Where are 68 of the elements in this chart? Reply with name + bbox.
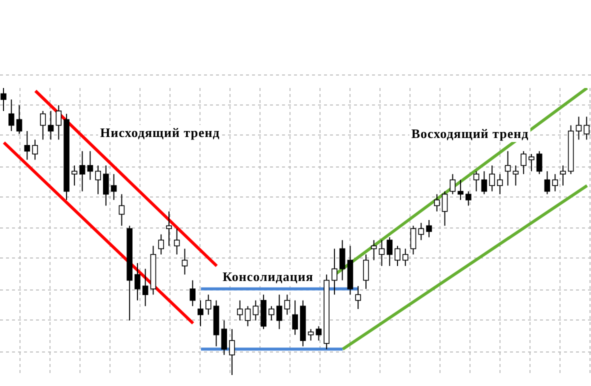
candlestick: [268, 306, 274, 321]
candlestick: [339, 240, 346, 281]
candlestick: [418, 222, 424, 241]
candlestick: [198, 300, 204, 327]
candlestick: [252, 300, 259, 321]
candlestick: [142, 268, 148, 307]
candlestick: [520, 150, 526, 175]
candlestick: [0, 88, 6, 112]
candlestick: [442, 190, 448, 226]
candlestick: [332, 248, 338, 296]
candlestick: [410, 225, 416, 255]
candlestick: [363, 254, 369, 290]
candlestick: [473, 170, 480, 192]
candlestick: [24, 130, 30, 160]
candlestick: [504, 150, 511, 186]
candlestick: [386, 236, 393, 266]
candlestick: [72, 164, 78, 186]
candlestick: [308, 328, 314, 342]
candlestick: [110, 174, 117, 200]
candlestick: [40, 110, 46, 140]
candlestick: [244, 306, 251, 327]
candlestick: [292, 300, 298, 336]
candlestick: [378, 240, 385, 266]
candlestick: [402, 248, 408, 266]
candlestick: [237, 300, 243, 321]
candlestick: [87, 150, 94, 180]
candlestick: [489, 164, 495, 192]
candlestick: [434, 194, 440, 212]
candlestick: [481, 170, 488, 195]
candlestick: [276, 294, 282, 330]
candlestick: [103, 164, 109, 206]
candlestick: [458, 179, 464, 200]
candlestick: [284, 294, 290, 316]
candlestick: [544, 170, 550, 195]
candlestick: [466, 190, 472, 206]
candlestick: [316, 326, 322, 342]
candlestick: [394, 245, 400, 266]
candlestick: [79, 150, 86, 192]
candlestick: [166, 210, 172, 246]
candlestick: [560, 164, 566, 186]
candlestick: [576, 116, 582, 140]
candlestick: [134, 262, 140, 301]
candlestick: [512, 164, 519, 186]
candlestick: [32, 139, 38, 160]
annotation: Консолидация: [220, 269, 316, 285]
candlestick: [182, 248, 188, 276]
candlestick: [190, 280, 196, 307]
annotation: Нисходящий тренд: [98, 125, 222, 141]
candlestick: [221, 320, 228, 356]
candlestick: [528, 154, 534, 172]
candlestick: [205, 294, 212, 316]
candlestick: [8, 98, 14, 132]
candlestick: [56, 104, 62, 140]
candlestick: [95, 164, 101, 195]
candlestick: [158, 234, 164, 255]
candlestick: [370, 240, 377, 261]
candlestick: [536, 150, 542, 175]
candlestick: [450, 174, 456, 195]
candlestick: [174, 228, 180, 255]
candlestick: [229, 328, 235, 375]
annotation: Восходящий тренд: [409, 126, 531, 142]
candlestick: [118, 194, 125, 226]
candlestick: [48, 110, 54, 140]
candlestick: [355, 286, 361, 310]
candlestick: [16, 104, 22, 134]
candlestick: [497, 174, 503, 195]
candlestick: [426, 220, 432, 238]
candlestick: [552, 174, 558, 192]
